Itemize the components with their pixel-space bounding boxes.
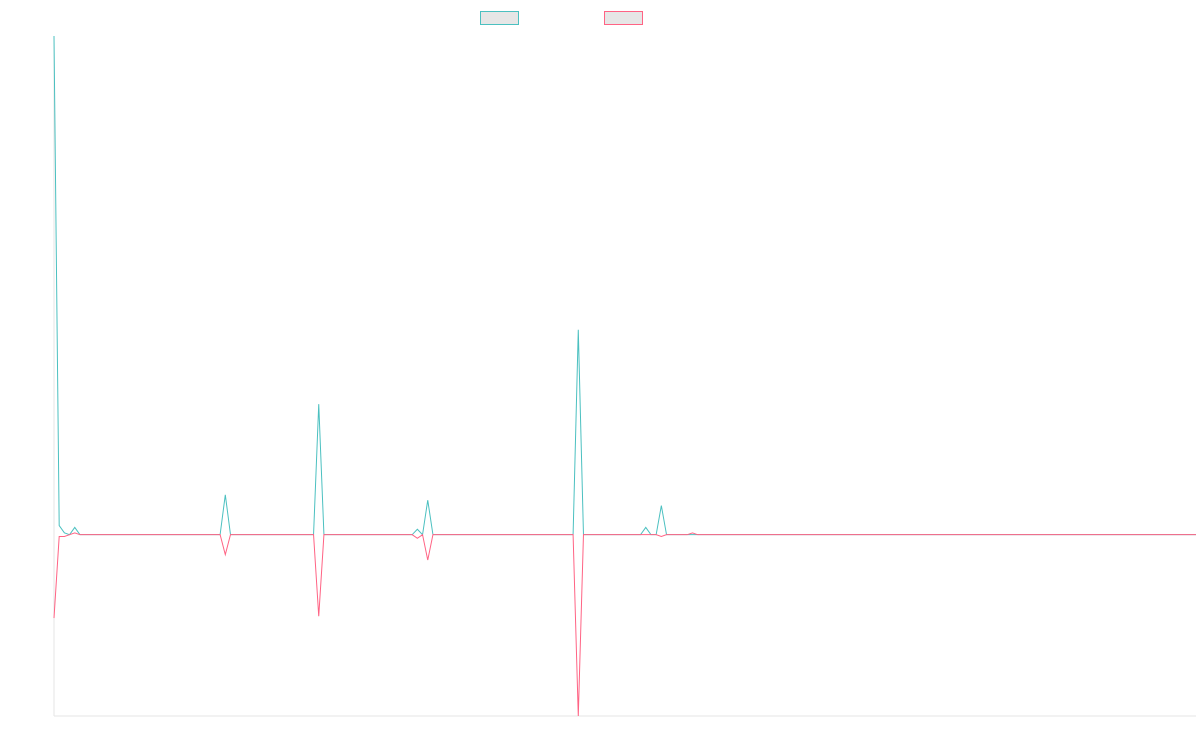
legend-swatch-series-2 [604,11,643,25]
legend-item-series-1[interactable] [480,10,525,26]
legend-item-series-2[interactable] [604,10,649,26]
series-line-1[interactable] [53,35,1196,536]
series-layer [53,35,1196,717]
series-line-2[interactable] [53,532,1196,717]
legend [0,10,1200,26]
legend-swatch-series-1 [480,11,519,25]
